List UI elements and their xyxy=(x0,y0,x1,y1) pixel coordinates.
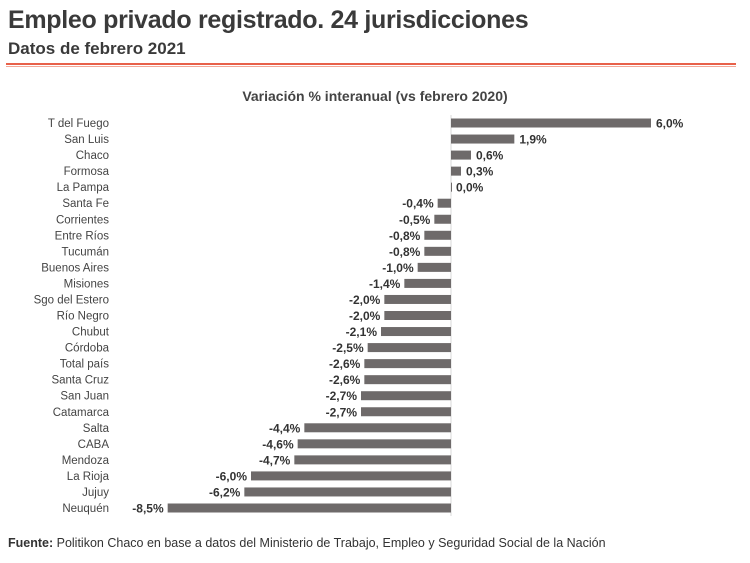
data-label: -0,8% xyxy=(389,229,421,243)
title-divider-secondary xyxy=(6,66,736,67)
bar xyxy=(381,327,451,337)
category-label: Buenos Aires xyxy=(41,262,109,274)
bar xyxy=(451,134,515,144)
source-label: Fuente: xyxy=(8,536,54,550)
bar xyxy=(297,439,451,449)
title-divider xyxy=(6,63,736,65)
bar xyxy=(384,311,451,320)
category-label: Catamarca xyxy=(53,407,110,419)
data-label: -1,0% xyxy=(382,261,414,275)
bar xyxy=(251,471,451,481)
bar xyxy=(304,423,451,433)
data-label: -2,5% xyxy=(332,341,364,355)
data-label: 0,3% xyxy=(466,165,494,179)
chart-title: Variación % interanual (vs febrero 2020) xyxy=(242,88,508,104)
bar xyxy=(451,118,651,128)
bar xyxy=(167,503,451,513)
bar xyxy=(437,198,451,208)
data-label: -0,8% xyxy=(389,245,421,259)
category-label: Santa Cruz xyxy=(51,375,109,387)
data-label: 0,6% xyxy=(476,149,504,163)
category-label: Sgo del Estero xyxy=(34,294,109,306)
bar xyxy=(424,246,451,256)
data-label: -1,4% xyxy=(369,277,401,291)
data-label: -4,4% xyxy=(269,421,301,435)
bar xyxy=(361,407,451,417)
data-label: -0,4% xyxy=(402,197,434,211)
bar xyxy=(451,182,452,192)
bar xyxy=(424,230,451,240)
category-label: La Rioja xyxy=(67,471,110,483)
bar xyxy=(384,294,451,304)
category-label: San Juan xyxy=(60,391,109,403)
bar xyxy=(404,278,451,288)
category-label: Misiones xyxy=(64,278,110,290)
category-label: Salta xyxy=(83,423,110,435)
bar xyxy=(364,375,451,385)
bar xyxy=(451,166,461,176)
bar xyxy=(434,214,451,224)
category-label: Total país xyxy=(60,359,109,371)
data-label: -4,7% xyxy=(259,453,291,467)
category-label: Tucumán xyxy=(61,246,109,258)
data-label: 1,9% xyxy=(519,133,547,147)
data-label: -2,6% xyxy=(329,373,361,387)
category-label: Neuquén xyxy=(62,503,109,515)
data-label: -4,6% xyxy=(262,437,294,451)
data-label: 6,0% xyxy=(656,117,684,131)
page-subtitle: Datos de febrero 2021 xyxy=(8,39,186,58)
data-label: -2,1% xyxy=(346,325,378,339)
category-label: Córdoba xyxy=(65,343,110,355)
category-label: Corrientes xyxy=(56,214,109,226)
page-title: Empleo privado registrado. 24 jurisdicci… xyxy=(8,6,529,34)
data-label: -2,0% xyxy=(349,309,381,323)
data-label: -0,5% xyxy=(399,213,431,227)
category-label: San Luis xyxy=(64,134,109,146)
data-label: -6,2% xyxy=(209,485,241,499)
category-label: T del Fuego xyxy=(48,118,109,130)
category-label: CABA xyxy=(78,439,110,451)
bar xyxy=(451,150,471,160)
bar xyxy=(367,343,451,353)
category-label: Río Negro xyxy=(57,311,109,323)
category-label: Jujuy xyxy=(82,487,109,499)
bar xyxy=(244,487,451,497)
category-label: Entre Ríos xyxy=(55,230,110,242)
bar xyxy=(364,359,451,369)
bar xyxy=(294,455,451,465)
data-label: -2,7% xyxy=(326,405,358,419)
source-note: Fuente: Politikon Chaco en base a datos … xyxy=(8,536,606,550)
data-label: -6,0% xyxy=(216,469,248,483)
category-label: Santa Fe xyxy=(62,198,109,210)
category-label: Chaco xyxy=(76,150,109,162)
bar xyxy=(417,262,451,272)
category-label: La Pampa xyxy=(57,182,110,194)
category-label: Mendoza xyxy=(62,455,110,467)
category-label: Formosa xyxy=(64,166,110,178)
source-text: Politikon Chaco en base a datos del Mini… xyxy=(53,536,606,550)
data-label: -2,0% xyxy=(349,293,381,307)
bar xyxy=(361,391,451,401)
data-label: 0,0% xyxy=(456,181,484,195)
data-label: -8,5% xyxy=(132,502,164,516)
data-label: -2,7% xyxy=(326,389,358,403)
data-label: -2,6% xyxy=(329,357,361,371)
category-label: Chubut xyxy=(72,327,110,339)
